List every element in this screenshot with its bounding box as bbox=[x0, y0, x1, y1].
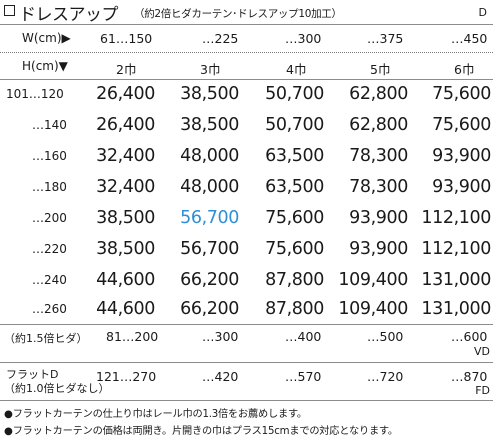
price-cell: 131,000 bbox=[421, 270, 491, 290]
price-cell: 87,800 bbox=[265, 270, 324, 290]
vd-value: 81…200 bbox=[106, 329, 159, 344]
fd-value: …420 bbox=[202, 369, 239, 384]
divider bbox=[0, 52, 493, 53]
price-cell: 50,700 bbox=[265, 115, 324, 135]
price-cell: 56,700 bbox=[180, 239, 239, 259]
vd-label: （約1.5倍ヒダ） bbox=[4, 332, 88, 345]
fd-value: …870 bbox=[451, 369, 488, 384]
price-cell: 26,400 bbox=[96, 115, 155, 135]
title-row: ドレスアップ （約2倍ヒダカーテン･ドレスアップ10加工） D bbox=[4, 2, 490, 25]
panel-value: 6巾 bbox=[454, 62, 475, 77]
fd-value: 121…270 bbox=[96, 369, 157, 384]
vd-code: VD bbox=[474, 345, 490, 358]
page-subtitle: （約2倍ヒダカーテン･ドレスアップ10加工） bbox=[134, 8, 342, 20]
price-cell: 75,600 bbox=[432, 115, 491, 135]
row-label: …140 bbox=[32, 118, 67, 132]
panel-value: 4巾 bbox=[286, 62, 307, 77]
price-cell: 109,400 bbox=[338, 270, 408, 290]
height-label: H(cm)▼ bbox=[22, 59, 68, 73]
row-label: …160 bbox=[32, 149, 67, 163]
vd-value: …600 bbox=[451, 329, 488, 344]
divider bbox=[0, 400, 493, 401]
page-title: ドレスアップ bbox=[19, 5, 119, 25]
divider bbox=[0, 324, 493, 325]
price-cell: 112,100 bbox=[421, 239, 491, 259]
price-cell: 63,500 bbox=[265, 146, 324, 166]
row-label: …260 bbox=[32, 302, 67, 316]
price-cell: 93,900 bbox=[349, 208, 408, 228]
price-cell: 93,900 bbox=[349, 239, 408, 259]
note: ●フラットカーテンの価格は両開き。片開きの巾はプラス15cmまでの対応となります… bbox=[4, 426, 398, 437]
price-cell: 62,800 bbox=[349, 115, 408, 135]
price-cell: 66,200 bbox=[180, 299, 239, 319]
price-cell: 109,400 bbox=[338, 299, 408, 319]
panel-value: 2巾 bbox=[116, 62, 137, 77]
row-label: …220 bbox=[32, 242, 67, 256]
price-cell: 32,400 bbox=[96, 146, 155, 166]
fd-value: …570 bbox=[285, 369, 322, 384]
fd-sublabel: （約1.0倍ヒダなし） bbox=[4, 382, 110, 395]
row-label: …200 bbox=[32, 211, 67, 225]
vd-value: …400 bbox=[285, 329, 322, 344]
price-cell: 32,400 bbox=[96, 177, 155, 197]
divider bbox=[0, 24, 493, 25]
row-label: …180 bbox=[32, 180, 67, 194]
width-value: …375 bbox=[367, 31, 404, 46]
price-cell: 38,500 bbox=[180, 115, 239, 135]
price-cell: 38,500 bbox=[96, 239, 155, 259]
width-value: 61…150 bbox=[100, 31, 153, 46]
price-cell: 66,200 bbox=[180, 270, 239, 290]
price-cell: 75,600 bbox=[432, 84, 491, 104]
price-cell: 78,300 bbox=[349, 146, 408, 166]
divider bbox=[0, 362, 493, 363]
width-value: …225 bbox=[202, 31, 239, 46]
width-value: …300 bbox=[285, 31, 322, 46]
fd-code: FD bbox=[475, 384, 490, 397]
price-cell: 44,600 bbox=[96, 270, 155, 290]
price-cell: 87,800 bbox=[265, 299, 324, 319]
price-cell: 44,600 bbox=[96, 299, 155, 319]
price-cell: 48,000 bbox=[180, 177, 239, 197]
row-label: 101…120 bbox=[6, 87, 64, 101]
price-cell: 93,900 bbox=[432, 146, 491, 166]
price-cell: 48,000 bbox=[180, 146, 239, 166]
checkbox-square-icon bbox=[4, 5, 15, 16]
row-label: …240 bbox=[32, 273, 67, 287]
price-cell: 56,700 bbox=[180, 208, 239, 228]
price-cell: 62,800 bbox=[349, 84, 408, 104]
price-cell: 38,500 bbox=[96, 208, 155, 228]
fd-value: …720 bbox=[367, 369, 404, 384]
price-cell: 131,000 bbox=[421, 299, 491, 319]
price-cell: 63,500 bbox=[265, 177, 324, 197]
panel-value: 3巾 bbox=[200, 62, 221, 77]
price-cell: 38,500 bbox=[180, 84, 239, 104]
price-cell: 78,300 bbox=[349, 177, 408, 197]
width-value: …450 bbox=[451, 31, 488, 46]
price-cell: 75,600 bbox=[265, 239, 324, 259]
vd-value: …300 bbox=[202, 329, 239, 344]
divider bbox=[0, 79, 493, 80]
note: ●フラットカーテンの仕上り巾はレール巾の1.3倍をお薦めします。 bbox=[4, 409, 307, 420]
price-cell: 75,600 bbox=[265, 208, 324, 228]
price-cell: 50,700 bbox=[265, 84, 324, 104]
vd-value: …500 bbox=[367, 329, 404, 344]
price-cell: 112,100 bbox=[421, 208, 491, 228]
fd-label: フラットD bbox=[6, 368, 59, 381]
panel-value: 5巾 bbox=[370, 62, 391, 77]
product-code: D bbox=[478, 6, 487, 19]
width-label: W(cm)▶ bbox=[22, 31, 71, 45]
price-cell: 93,900 bbox=[432, 177, 491, 197]
price-cell: 26,400 bbox=[96, 84, 155, 104]
